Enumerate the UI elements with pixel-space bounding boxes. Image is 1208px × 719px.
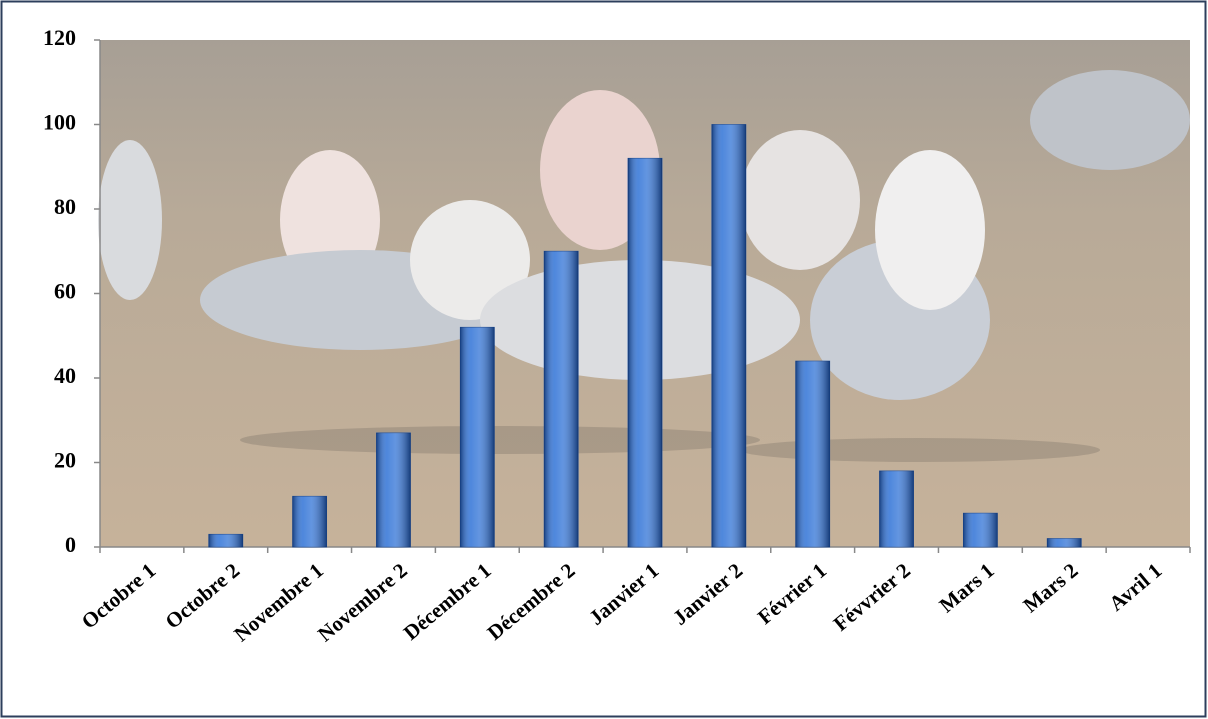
- y-tick-label: 100: [43, 110, 76, 135]
- bar-shading: [879, 470, 914, 547]
- bar-shading: [544, 251, 579, 547]
- bar-shading: [795, 361, 830, 547]
- y-tick-label: 120: [43, 25, 76, 50]
- bar-shading: [376, 432, 411, 547]
- bar-shading: [292, 496, 327, 547]
- y-tick-label: 0: [65, 532, 76, 557]
- y-tick-label: 20: [54, 448, 76, 473]
- bar-shading: [460, 327, 495, 547]
- y-tick-label: 40: [54, 363, 76, 388]
- bar-shading: [1047, 538, 1082, 547]
- bar-shading: [711, 124, 746, 547]
- y-tick-label: 80: [54, 194, 76, 219]
- bar-shading: [963, 513, 998, 547]
- bar-shading: [208, 534, 243, 547]
- y-tick-label: 60: [54, 279, 76, 304]
- bar-shading: [628, 158, 662, 548]
